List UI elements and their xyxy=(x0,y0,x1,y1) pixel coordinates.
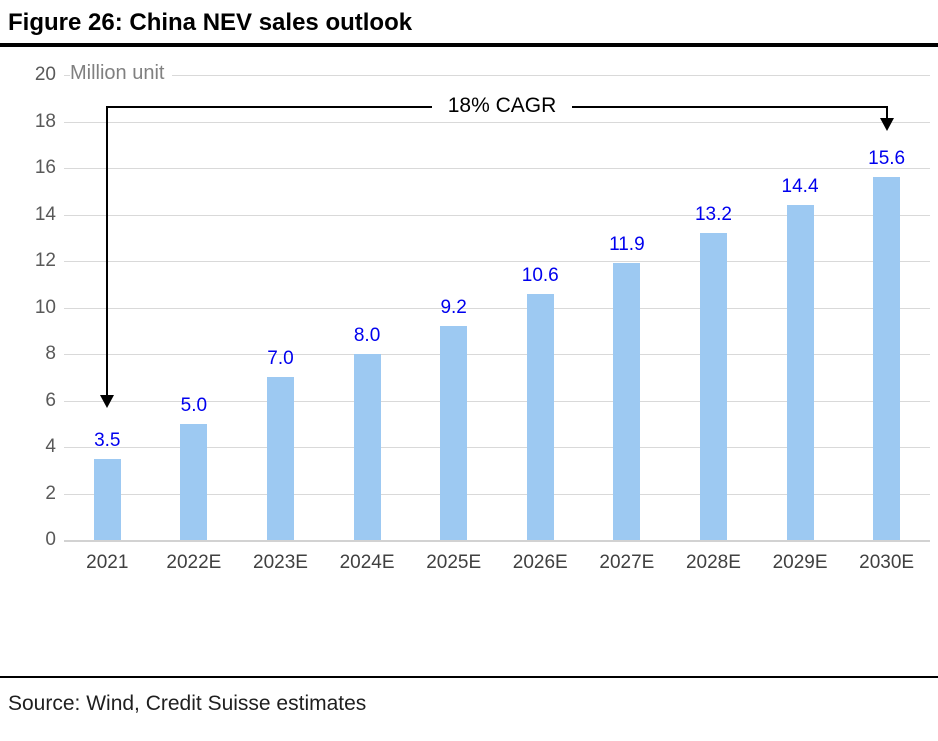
bar-column-2029E: 14.4 xyxy=(757,75,844,540)
y-axis-tick-label-16: 16 xyxy=(34,157,56,178)
bar-column-2030E: 15.6 xyxy=(843,75,930,540)
y-axis-tick-label-20: 20 xyxy=(34,64,56,85)
y-axis-unit-label: Million unit xyxy=(70,62,173,87)
bar-value-label-2026E: 10.6 xyxy=(521,264,559,286)
cagr-arrow-right-head-icon xyxy=(880,118,894,131)
gridline-0 xyxy=(64,540,930,542)
cagr-annotation-label: 18% CAGR xyxy=(432,94,572,118)
title-divider xyxy=(0,43,938,47)
bar-value-label-2025E: 9.2 xyxy=(440,297,467,319)
bar-value-label-2029E: 14.4 xyxy=(781,176,819,198)
bar-value-label-2021: 3.5 xyxy=(94,429,121,451)
bar-value-label-2027E: 11.9 xyxy=(609,234,645,256)
bar-2028E xyxy=(699,233,727,540)
bar-column-2025E: 9.2 xyxy=(410,75,497,540)
gridline-16 xyxy=(64,168,930,169)
x-axis-label-2024E: 2024E xyxy=(339,552,395,573)
bar-column-2028E: 13.2 xyxy=(670,75,757,540)
cagr-arrow-left-shaft xyxy=(106,106,108,395)
y-axis-tick-label-8: 8 xyxy=(45,343,56,364)
cagr-arrow-right-shaft xyxy=(886,106,888,119)
cagr-bracket-line-right xyxy=(572,106,888,108)
gridline-18 xyxy=(64,121,930,123)
gridline-12 xyxy=(64,261,930,262)
bar-column-2024E: 8.0 xyxy=(324,75,411,540)
x-axis-label-2026E: 2026E xyxy=(512,552,568,573)
y-axis-tick-label-12: 12 xyxy=(34,250,56,271)
x-axis-label-2028E: 2028E xyxy=(685,552,741,573)
gridline-8 xyxy=(64,354,930,355)
cagr-bracket-line-left xyxy=(107,106,432,108)
bar-column-2023E: 7.0 xyxy=(237,75,324,540)
y-axis-tick-label-14: 14 xyxy=(34,203,56,225)
bar-value-label-2022E: 5.0 xyxy=(180,394,208,416)
y-axis-tick-label-18: 18 xyxy=(34,110,56,132)
bar-value-label-2028E: 13.2 xyxy=(694,204,732,226)
y-axis-tick-label-6: 6 xyxy=(45,389,56,411)
bar-column-2026E: 10.6 xyxy=(497,75,584,540)
gridline-14 xyxy=(64,214,930,216)
x-axis-label-2023E: 2023E xyxy=(253,552,308,573)
gridline-20 xyxy=(64,75,930,76)
gridline-4 xyxy=(64,447,930,448)
bar-2022E xyxy=(180,423,208,540)
gridline-6 xyxy=(64,400,930,402)
y-axis-tick-label-4: 4 xyxy=(45,436,56,457)
x-axis: 2021 2022E 2023E 2024E 2025E 2026E 2027E 2028E 2… xyxy=(64,552,930,574)
source-note: Source: Wind, Credit Suisse estimates xyxy=(8,692,367,715)
x-axis-label-2022E: 2022E xyxy=(166,552,222,573)
bar-value-label-2030E: 15.6 xyxy=(868,148,906,170)
bar-2026E xyxy=(526,293,554,540)
bar-2027E xyxy=(613,263,641,540)
bar-2029E xyxy=(786,205,814,540)
x-axis-label-2029E: 2029E xyxy=(772,552,828,573)
y-axis-tick-label-0: 0 xyxy=(45,529,56,550)
bar-series: 3.5 5.0 7.0 8.0 9.2 10.6 11.9 13.2 14.4 15.6 xyxy=(64,75,930,540)
x-axis-label-2025E: 2025E xyxy=(426,552,482,573)
x-axis-label-2021: 2021 xyxy=(86,552,129,573)
bar-2030E xyxy=(873,177,901,540)
gridline-10 xyxy=(64,307,930,309)
bar-2021 xyxy=(93,458,121,540)
bar-column-2021: 3.5 xyxy=(64,75,151,540)
figure-title: Figure 26: China NEV sales outlook xyxy=(8,9,413,36)
gridline-2 xyxy=(64,493,930,495)
bar-2023E xyxy=(266,377,294,540)
x-axis-label-2027E: 2027E xyxy=(599,552,655,573)
bar-2024E xyxy=(353,354,381,540)
bar-column-2022E: 5.0 xyxy=(151,75,238,540)
x-axis-label-2030E: 2030E xyxy=(859,552,915,573)
bar-value-label-2024E: 8.0 xyxy=(353,325,381,346)
y-axis-tick-label-2: 2 xyxy=(45,482,56,504)
footer-divider xyxy=(0,676,938,678)
bar-2025E xyxy=(440,326,468,540)
bar-column-2027E: 11.9 xyxy=(584,75,671,540)
y-axis-tick-label-10: 10 xyxy=(34,296,56,318)
cagr-arrow-left-head-icon xyxy=(100,395,114,408)
bar-value-label-2023E: 7.0 xyxy=(267,348,294,370)
bar-chart-plot-area: 3.5 5.0 7.0 8.0 9.2 10.6 11.9 13.2 14.4 15.6 xyxy=(64,75,930,542)
